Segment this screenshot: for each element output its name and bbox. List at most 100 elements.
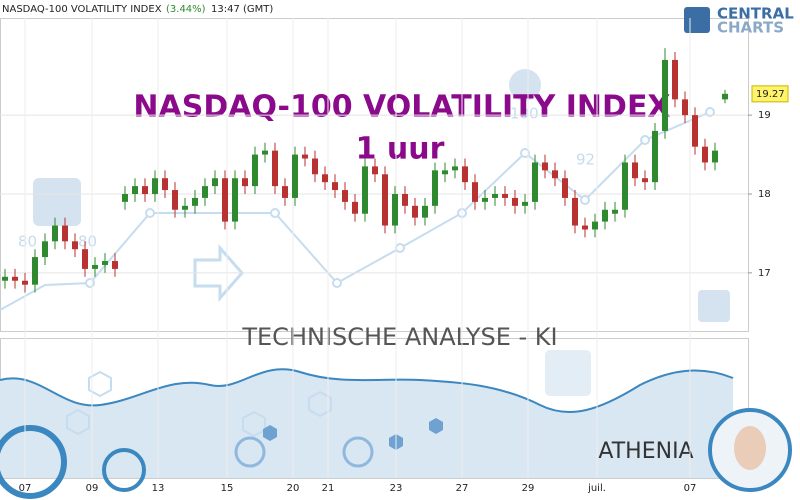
x-tick-label: 09	[86, 483, 99, 494]
candle-body	[222, 178, 228, 222]
candle-body	[522, 201, 528, 206]
decor-circle	[342, 436, 374, 468]
candle-body	[152, 178, 158, 194]
x-tick-label: 13	[152, 483, 165, 494]
plot-layer: 17 18 19 07 09 13 15 20 21 23 27 29 juil. 07 19.27	[0, 18, 789, 494]
header-name: NASDAQ-100 VOLATILITY INDEX	[2, 4, 162, 15]
candle-body	[442, 170, 448, 175]
decor-label: 80	[78, 233, 97, 251]
candle-body	[92, 264, 98, 269]
candle-body	[602, 209, 608, 222]
y-tick-label: 17	[758, 268, 771, 279]
decor-circle	[234, 436, 266, 468]
candle-body	[412, 205, 418, 218]
candle-body	[12, 276, 18, 281]
candle-body	[612, 209, 618, 214]
candle-body	[472, 182, 478, 202]
candle-body	[212, 178, 218, 187]
x-tick-label: 15	[221, 483, 234, 494]
candle-body	[302, 154, 308, 159]
candle-body	[322, 174, 328, 183]
candle-body	[552, 170, 558, 179]
decor-wave	[0, 368, 734, 413]
candle-body	[642, 178, 648, 183]
last-price-box	[751, 85, 789, 103]
chart-title: NASDAQ-100 VOLATILITY INDEX	[133, 90, 670, 125]
candle-body	[112, 261, 118, 269]
candle-body	[592, 221, 598, 230]
candle-body	[452, 166, 458, 171]
candle-body	[462, 166, 468, 183]
candle-body	[492, 193, 498, 198]
decor-circle	[102, 448, 146, 492]
candle-body	[562, 178, 568, 198]
candle-body	[52, 225, 58, 242]
candle-body	[422, 205, 428, 218]
lower-title: TECHNISCHE ANALYSE - KI	[241, 323, 557, 351]
candle-body	[22, 280, 28, 285]
candle-body	[482, 197, 488, 202]
last-price-label: 19.27	[756, 89, 785, 100]
decor-label: 100	[510, 105, 539, 123]
candle-body	[402, 193, 408, 206]
candle-body	[662, 59, 668, 131]
candle-body	[382, 174, 388, 226]
decor-line	[0, 111, 711, 311]
candle-body	[2, 276, 8, 281]
candle-body	[282, 186, 288, 198]
x-tick-label: juil.	[587, 483, 606, 494]
candle-body	[572, 197, 578, 226]
assistant-face	[734, 426, 766, 470]
decor-arrow	[193, 244, 244, 302]
x-tick-label: 07	[684, 483, 697, 494]
candle-body	[262, 150, 268, 155]
candle-body	[342, 190, 348, 202]
decor-label: 80	[18, 233, 37, 251]
decor-circle	[0, 425, 67, 499]
candle-body	[432, 170, 438, 206]
decor-icon	[33, 178, 81, 226]
candle-body	[682, 99, 688, 116]
candle-body	[252, 154, 258, 187]
header-time: 13:47 (GMT)	[211, 4, 273, 15]
candle-body	[512, 197, 518, 206]
candle-body	[372, 166, 378, 175]
candle-body	[242, 178, 248, 187]
candle-body	[622, 162, 628, 210]
candle-body	[142, 186, 148, 194]
x-tick-label: 27	[456, 483, 469, 494]
candle-body	[722, 93, 728, 100]
candle-body	[362, 166, 368, 214]
candle-body	[712, 150, 718, 163]
candle-body	[192, 197, 198, 206]
candle-body	[312, 158, 318, 175]
logo-text: CHARTS	[717, 19, 784, 37]
candle-body	[122, 193, 128, 202]
candle-body	[542, 162, 548, 171]
candle-body	[232, 178, 238, 222]
candle-body	[272, 150, 278, 187]
decor-icon	[698, 290, 730, 322]
logo-text: CENTRAL	[717, 5, 794, 23]
header-change: (3.44%)	[166, 4, 206, 15]
candle-body	[132, 186, 138, 194]
candle-body	[32, 257, 38, 285]
x-tick-label: 23	[390, 483, 403, 494]
y-tick-label: 18	[758, 189, 771, 200]
candle-body	[582, 225, 588, 230]
candle-body	[502, 193, 508, 198]
x-tick-label: 20	[287, 483, 300, 494]
candle-body	[672, 59, 678, 100]
candle-body	[72, 241, 78, 250]
candle-body	[692, 115, 698, 147]
decor-icon	[545, 350, 591, 396]
decor-label: 92	[576, 151, 595, 169]
decor-hexagons	[66, 370, 332, 438]
x-tick-label: 07	[19, 483, 32, 494]
candle-body	[162, 178, 168, 191]
candle-body	[532, 162, 538, 202]
candle-body	[42, 241, 48, 258]
logo-mark	[684, 7, 710, 33]
candle-body	[202, 186, 208, 198]
candle-body	[332, 182, 338, 191]
